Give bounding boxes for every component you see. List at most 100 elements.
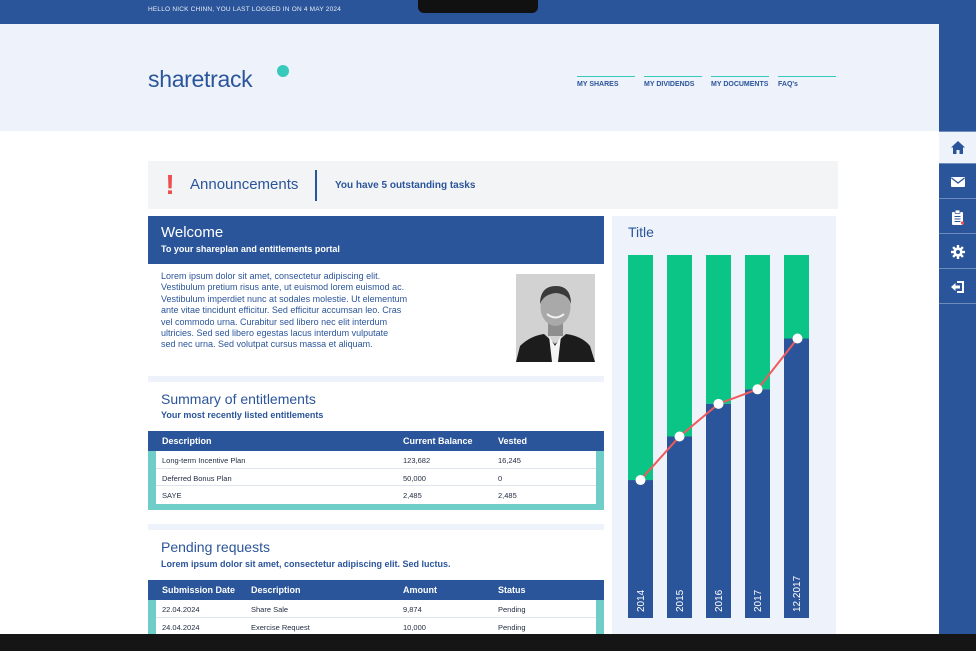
welcome-text: Lorem ipsum dolor sit amet, consectetur … — [161, 271, 431, 351]
cell: 10,000 — [403, 622, 426, 632]
table-row[interactable]: Deferred Bonus Plan 50,000 0 — [156, 469, 596, 486]
col-status[interactable]: Status — [498, 585, 526, 595]
col-vested[interactable]: Vested — [498, 436, 528, 446]
cell: 24.04.2024 — [162, 622, 200, 632]
alert-icon: ! — [165, 169, 175, 200]
bar-segment-bottom — [784, 338, 809, 618]
chart-title: Title — [628, 224, 654, 240]
cell: Exercise Request — [251, 622, 310, 632]
table-row[interactable]: Long-term Incentive Plan 123,682 16,245 — [156, 451, 596, 469]
camera-notch — [418, 0, 538, 13]
welcome-line: Lorem ipsum dolor sit amet, consectetur … — [161, 271, 381, 281]
line-point — [792, 333, 803, 344]
summary-subtitle: Your most recently listed entitlements — [161, 410, 324, 420]
table-row[interactable]: SAYE 2,485 2,485 — [156, 486, 596, 504]
outstanding-tasks-link[interactable]: You have 5 outstanding tasks — [335, 180, 476, 191]
x-tick-label: 12.2017 — [792, 575, 803, 612]
line-point — [752, 384, 763, 395]
bar-segment-bottom — [667, 436, 692, 618]
welcome-line: sed nec urna. Sed volutpat cursus massa … — [161, 339, 373, 350]
home-icon — [950, 141, 965, 154]
line-point — [635, 475, 646, 486]
cell: Pending — [498, 622, 526, 632]
line-point — [674, 431, 685, 442]
sidebar-home-button[interactable] — [939, 131, 976, 164]
welcome-line: vel commodo urna. Curabitur sed libero n… — [161, 316, 388, 327]
sidebar-logout-button[interactable] — [939, 271, 976, 304]
welcome-title: Welcome — [161, 224, 224, 241]
chart-panel: Title 2014 2015 2016 2017 12.2017 — [612, 216, 836, 634]
cell: SAYE — [162, 491, 182, 500]
mail-icon — [950, 177, 965, 187]
announcements-bar[interactable]: ! Announcements You have 5 outstanding t… — [148, 161, 838, 209]
main-content: ! Announcements You have 5 outstanding t… — [0, 131, 939, 641]
cell: 22.04.2024 — [162, 605, 200, 614]
x-tick-label: 2015 — [675, 589, 686, 612]
section-separator — [148, 376, 604, 382]
col-amount[interactable]: Amount — [403, 585, 437, 595]
cell: 123,682 — [403, 456, 431, 465]
cell: 16,245 — [498, 456, 521, 465]
x-tick-label: 2017 — [753, 589, 764, 612]
summary-title: Summary of entitlements — [161, 391, 316, 407]
logo[interactable]: sharetrack — [148, 66, 253, 92]
section-separator — [148, 524, 604, 530]
logo-dot — [277, 65, 289, 77]
cell: 2,485 — [498, 491, 517, 500]
bar-segment-top — [667, 255, 692, 437]
cell: Long-term Incentive Plan — [162, 456, 246, 465]
sidebar-messages-button[interactable] — [939, 166, 976, 199]
sidebar-settings-button[interactable] — [939, 236, 976, 269]
table-row[interactable]: 22.04.2024 Share Sale 9,874 Pending — [156, 600, 596, 618]
stacked-bar-chart: 2014 2015 2016 2017 12.2017 — [628, 255, 809, 618]
bar-segment-bottom — [706, 403, 731, 618]
col-submission-date[interactable]: Submission Date — [162, 585, 236, 595]
nav-my-dividends[interactable]: MY DIVIDENDS — [644, 76, 702, 96]
col-description[interactable]: Description — [251, 585, 301, 595]
bar-segment-bottom — [628, 480, 653, 618]
profile-photo — [516, 274, 595, 362]
welcome-line: ante vitae tincidunt efficitur. Sed effi… — [161, 305, 402, 316]
pending-subtitle: Lorem ipsum dolor sit amet, consectetur … — [161, 559, 451, 569]
col-description[interactable]: Description — [162, 436, 212, 446]
nav-my-shares[interactable]: MY SHARES — [577, 76, 635, 96]
pending-requests-table: Submission Date Description Amount Statu… — [148, 580, 604, 641]
welcome-line: ultricies. Sed sed libero egestas lacus … — [161, 328, 389, 339]
welcome-header: Welcome To your shareplan and entitlemen… — [148, 216, 604, 264]
bottom-bezel — [0, 634, 976, 651]
announcements-title: Announcements — [190, 176, 299, 193]
logout-icon — [950, 281, 964, 293]
x-tick-label: 2016 — [714, 589, 725, 612]
welcome-line: Vestibulum pretium risus ante, ut euismo… — [161, 282, 405, 293]
welcome-subtitle: To your shareplan and entitlements porta… — [161, 244, 340, 254]
cell: Share Sale — [251, 605, 289, 614]
bar-segment-top — [706, 255, 731, 404]
line-point — [713, 398, 724, 409]
table-body: Long-term Incentive Plan 123,682 16,245 … — [148, 451, 604, 510]
table-header: Description Current Balance Vested — [148, 431, 604, 451]
x-tick-label: 2014 — [636, 589, 647, 612]
cell: 0 — [498, 473, 503, 483]
bar-segment-top — [745, 255, 770, 390]
welcome-line: Vestibulum imperdiet nunc at sodales mol… — [161, 293, 408, 304]
site-header: sharetrack MY SHARES MY DIVIDENDS MY DOC… — [0, 24, 939, 131]
greeting-text: HELLO NICK CHINN, YOU LAST LOGGED IN ON … — [148, 6, 342, 13]
sidebar-tasks-button[interactable] — [939, 201, 976, 234]
cell: 2,485 — [403, 491, 422, 500]
table-header: Submission Date Description Amount Statu… — [148, 580, 604, 600]
bar-segment-bottom — [745, 389, 770, 618]
divider — [315, 170, 317, 201]
clipboard-icon — [951, 209, 964, 225]
bar-segment-top — [784, 255, 809, 339]
cell: 9,874 — [403, 605, 422, 614]
col-current-balance[interactable]: Current Balance — [403, 436, 473, 446]
bar-segment-top — [628, 255, 653, 481]
pending-title: Pending requests — [161, 539, 270, 555]
nav-faqs[interactable]: FAQ's — [778, 76, 836, 96]
table-row[interactable]: 24.04.2024 Exercise Request 10,000 Pendi… — [156, 618, 596, 635]
cell: 50,000 — [403, 473, 426, 483]
cell: Deferred Bonus Plan — [162, 473, 232, 483]
gear-icon — [950, 245, 965, 259]
nav-my-documents[interactable]: MY DOCUMENTS — [711, 76, 769, 96]
entitlements-table: Description Current Balance Vested Long-… — [148, 431, 604, 510]
